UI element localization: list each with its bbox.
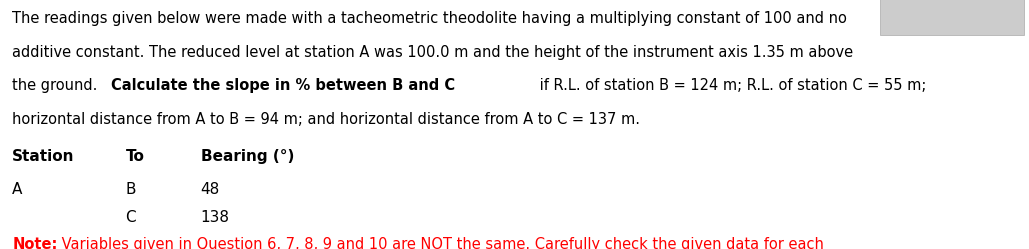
Text: Bearing (°): Bearing (°) bbox=[201, 149, 294, 164]
Text: Calculate the slope in % between B and C: Calculate the slope in % between B and C bbox=[111, 78, 455, 93]
Text: Station: Station bbox=[12, 149, 75, 164]
Text: the ground.: the ground. bbox=[12, 78, 102, 93]
Text: 48: 48 bbox=[201, 182, 220, 197]
Text: horizontal distance from A to B = 94 m; and horizontal distance from A to C = 13: horizontal distance from A to B = 94 m; … bbox=[12, 112, 640, 127]
Text: C: C bbox=[126, 210, 136, 225]
Text: The readings given below were made with a tacheometric theodolite having a multi: The readings given below were made with … bbox=[12, 11, 847, 26]
Text: if R.L. of station B = 124 m; R.L. of station C = 55 m;: if R.L. of station B = 124 m; R.L. of st… bbox=[535, 78, 926, 93]
Text: 138: 138 bbox=[201, 210, 229, 225]
Text: Note:: Note: bbox=[12, 237, 58, 249]
Text: B: B bbox=[126, 182, 136, 197]
FancyBboxPatch shape bbox=[880, 0, 1024, 35]
Text: To: To bbox=[126, 149, 144, 164]
Text: additive constant. The reduced level at station A was 100.0 m and the height of : additive constant. The reduced level at … bbox=[12, 45, 853, 60]
Text: Variables given in Question 6, 7, 8, 9 and 10 are NOT the same. Carefully check : Variables given in Question 6, 7, 8, 9 a… bbox=[57, 237, 823, 249]
Text: A: A bbox=[12, 182, 23, 197]
